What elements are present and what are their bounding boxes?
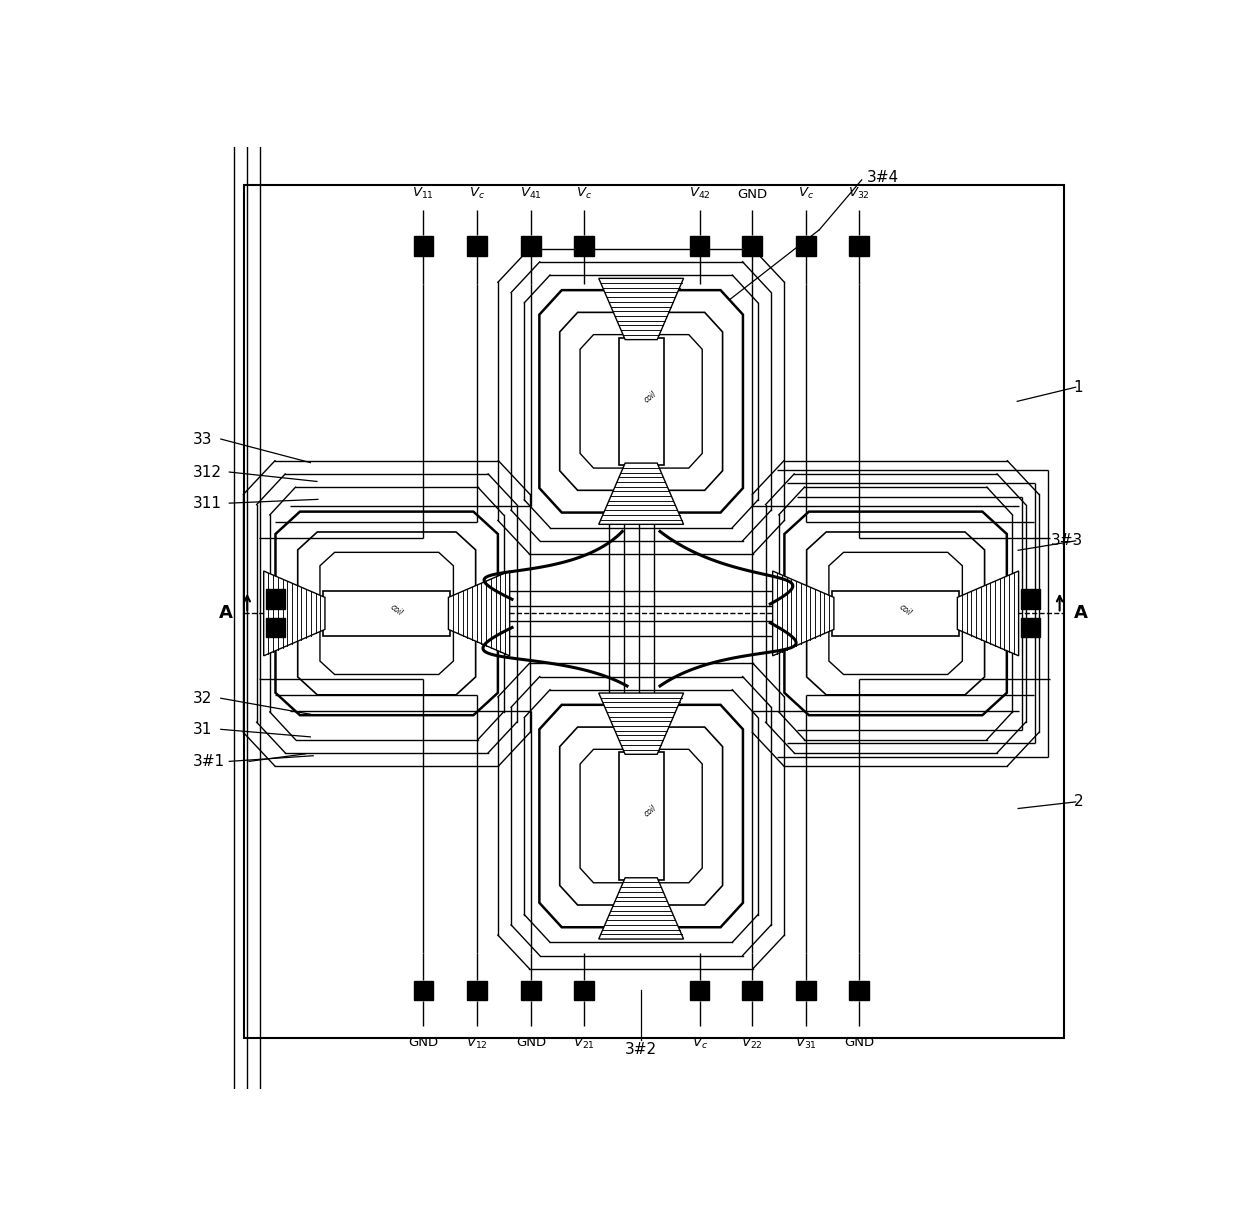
Bar [574,236,594,256]
Bar [467,236,487,256]
Polygon shape [773,570,833,656]
Text: 3#4: 3#4 [867,170,899,185]
Polygon shape [599,878,683,939]
Text: coil: coil [388,602,404,617]
Bar [414,236,433,256]
Polygon shape [449,570,510,656]
Text: 312: 312 [192,465,222,480]
Text: GND: GND [843,1036,874,1049]
Text: 3#1: 3#1 [192,754,224,769]
Text: $V_{12}$: $V_{12}$ [466,1036,489,1050]
Bar [849,236,869,256]
Polygon shape [599,693,683,754]
Text: 2: 2 [1074,794,1084,809]
Bar [1021,590,1040,610]
Bar [265,618,285,638]
Bar [521,236,541,256]
Text: GND: GND [408,1036,439,1049]
Bar [743,236,763,256]
Text: 3#3: 3#3 [1052,534,1084,548]
Text: 31: 31 [192,722,212,737]
Bar [689,980,709,1000]
Text: GND: GND [516,1036,546,1049]
Polygon shape [264,570,325,656]
Polygon shape [599,463,683,524]
Bar [414,980,433,1000]
Polygon shape [957,570,1018,656]
Text: 1: 1 [1074,379,1084,394]
Text: 33: 33 [192,432,212,447]
Text: 311: 311 [192,496,222,510]
Bar [743,980,763,1000]
Bar [324,591,450,636]
Text: $V_{32}$: $V_{32}$ [848,186,869,201]
Bar [796,236,816,256]
Bar [689,236,709,256]
Text: $V_c$: $V_c$ [799,186,815,201]
Bar [619,753,663,880]
Bar [849,980,869,1000]
Bar [1021,618,1040,638]
Text: coil: coil [897,602,913,617]
Text: 3#2: 3#2 [625,1043,657,1058]
Text: coil: coil [642,804,658,819]
Text: GND: GND [738,187,768,201]
Text: 32: 32 [192,690,212,706]
Bar [265,590,285,610]
Text: coil: coil [642,389,658,404]
Bar [574,980,594,1000]
Text: $V_{42}$: $V_{42}$ [688,186,711,201]
Bar [796,980,816,1000]
Text: $V_c$: $V_c$ [692,1036,708,1050]
Bar [619,338,663,465]
Bar [467,980,487,1000]
Polygon shape [599,278,683,339]
Text: $V_c$: $V_c$ [469,186,485,201]
Bar [244,185,1064,1038]
Text: $V_c$: $V_c$ [575,186,591,201]
Text: $V_{41}$: $V_{41}$ [520,186,542,201]
Text: A: A [218,605,232,623]
Text: $V_{11}$: $V_{11}$ [413,186,434,201]
Bar [832,591,960,636]
Text: $V_{31}$: $V_{31}$ [795,1036,817,1050]
Text: A: A [1074,605,1087,623]
Bar [521,980,541,1000]
Text: $V_{22}$: $V_{22}$ [742,1036,764,1050]
Text: $V_{21}$: $V_{21}$ [573,1036,595,1050]
